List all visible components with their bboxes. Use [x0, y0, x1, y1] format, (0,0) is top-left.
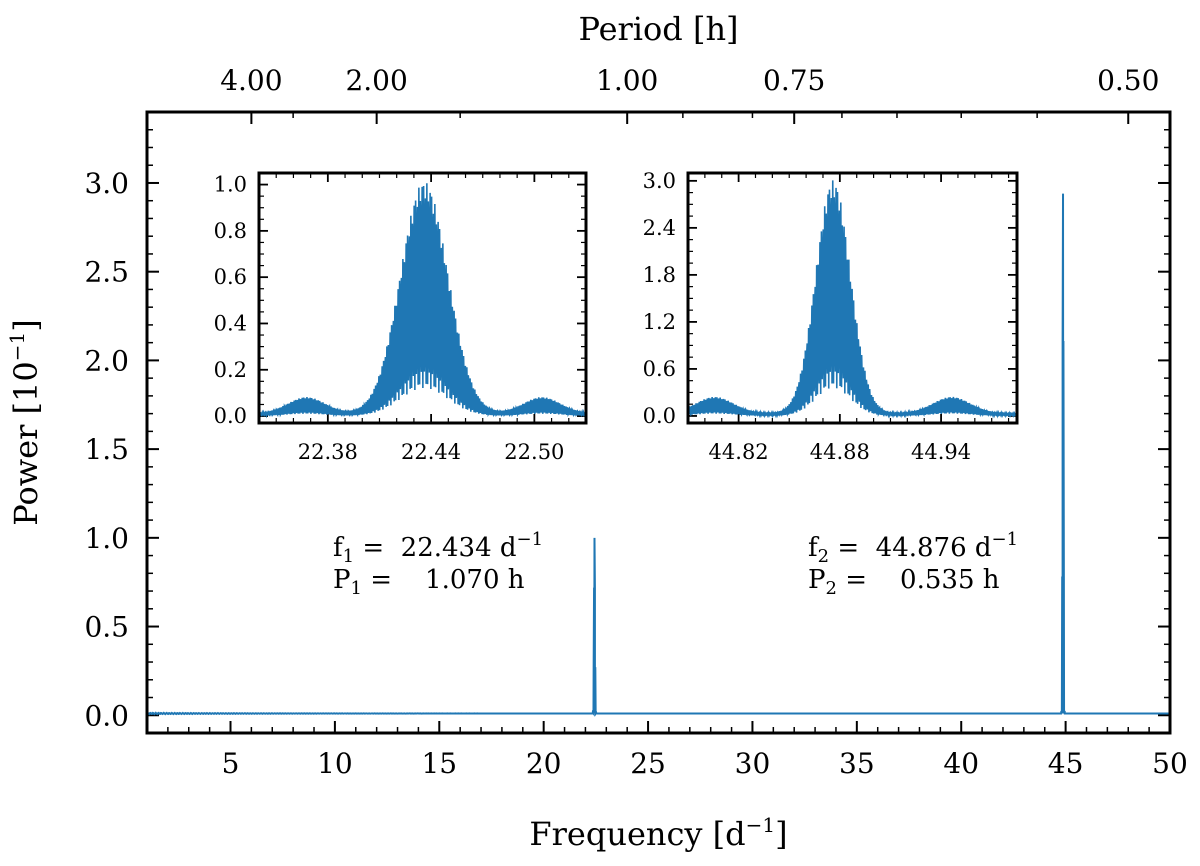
- inset-f1-series: [258, 183, 587, 419]
- y-axis-title-text: Power [10: [7, 361, 45, 526]
- inset-y-tick-label: 2.4: [643, 216, 676, 240]
- inset-y-tick-label: 0.0: [214, 404, 247, 428]
- x-tick-label: 45: [1048, 747, 1084, 780]
- inset-f2-series: [687, 180, 1018, 419]
- inset-y-tick-label: 0.2: [214, 358, 247, 382]
- annotation-f2-symbol: f: [808, 533, 820, 563]
- x-tick-label: 40: [943, 747, 979, 780]
- y-axis-title: Power [10−1]: [5, 319, 45, 525]
- x-axis-title-exponent: −1: [746, 813, 775, 837]
- top-axis-title: Period [h]: [578, 10, 738, 48]
- period-tick-label: 4.00: [220, 64, 282, 97]
- annotation-f2-value: = 44.876 d: [829, 533, 991, 563]
- annotation-p2-symbol: P: [808, 565, 826, 595]
- period-tick-label: 0.50: [1097, 64, 1159, 97]
- annotation-f2-frequency: f2 = 44.876 d−1: [808, 529, 1018, 567]
- inset-f2: 44.82 44.88 44.94 0.0 0.6 1.2 1.8 2.4 3.0: [643, 169, 1019, 464]
- annotation-f1: f1 = 22.434 d−1 P1 = 1.070 h: [333, 529, 543, 599]
- y-tick-label: 0.0: [84, 699, 129, 732]
- annotation-p1-subscript: 1: [351, 578, 362, 599]
- period-tick-label: 0.75: [763, 64, 825, 97]
- inset-y-tick-label: 1.0: [214, 173, 247, 197]
- inset-f2-ticks: 44.82 44.88 44.94 0.0 0.6 1.2 1.8 2.4 3.0: [643, 169, 1017, 464]
- x-tick-label: 50: [1152, 747, 1188, 780]
- inset-x-tick-label: 22.38: [298, 440, 358, 464]
- inset-y-tick-label: 0.0: [643, 404, 676, 428]
- x-tick-label: 10: [317, 747, 353, 780]
- main-plot-frame: [145, 110, 1172, 735]
- inset-x-tick-label: 44.94: [911, 440, 971, 464]
- y-tick-label: 2.0: [84, 344, 129, 377]
- y-axis-title-exponent: −1: [5, 332, 29, 361]
- inset-x-tick-label: 44.82: [709, 440, 769, 464]
- x-axis-title-end: ]: [775, 815, 787, 853]
- x-tick-label: 15: [421, 747, 457, 780]
- annotation-p1-period: P1 = 1.070 h: [333, 565, 525, 599]
- inset-y-tick-label: 1.8: [643, 263, 676, 287]
- annotation-p1-symbol: P: [333, 565, 351, 595]
- x-tick-label: 35: [839, 747, 875, 780]
- annotation-p2-value: = 0.535 h: [837, 565, 1000, 595]
- annotation-f2-subscript: 2: [818, 546, 829, 567]
- main-series: [146, 193, 1170, 718]
- annotation-f2-exponent: −1: [992, 529, 1019, 550]
- annotation-f1-frequency: f1 = 22.434 d−1: [333, 529, 543, 567]
- inset-x-tick-label: 44.88: [810, 440, 870, 464]
- x-tick-label: 25: [630, 747, 666, 780]
- main-ticks: 5 10 15 20 25 30 35 40 45 50 0.0 0.5 1.0 1.5 2.0 2.5 3.0…: [84, 64, 1187, 780]
- x-tick-label: 20: [526, 747, 562, 780]
- y-axis-title-end: ]: [7, 319, 45, 331]
- x-axis-title-text: Frequency [d: [529, 815, 745, 853]
- inset-f2-frame: [686, 171, 1019, 425]
- inset-y-tick-label: 0.6: [643, 357, 676, 381]
- annotation-f1-value: = 22.434 d: [354, 533, 516, 563]
- x-tick-label: 30: [735, 747, 771, 780]
- annotation-p1-value: = 1.070 h: [362, 565, 525, 595]
- inset-y-tick-label: 0.8: [214, 219, 247, 243]
- x-tick-label: 5: [222, 747, 240, 780]
- annotation-p2-period: P2 = 0.535 h: [808, 565, 1000, 599]
- main-axes: 5 10 15 20 25 30 35 40 45 50 0.0 0.5 1.0 1.5 2.0 2.5 3.0…: [84, 64, 1187, 780]
- x-axis-title: Frequency [d−1]: [529, 813, 787, 853]
- annotation-f1-symbol: f: [333, 533, 345, 563]
- y-tick-label: 1.5: [84, 433, 129, 466]
- annotation-f2: f2 = 44.876 d−1 P2 = 0.535 h: [808, 529, 1018, 599]
- annotation-f1-exponent: −1: [517, 529, 544, 550]
- y-tick-label: 3.0: [84, 167, 129, 200]
- annotation-p2-subscript: 2: [826, 578, 837, 599]
- inset-power-line: [687, 180, 1018, 419]
- annotation-f1-subscript: 1: [343, 546, 354, 567]
- power-spectrum-line: [146, 193, 1170, 718]
- y-tick-label: 1.0: [84, 522, 129, 555]
- inset-f1: 22.38 22.44 22.50 0.0 0.2 0.4 0.6 0.8 1.0: [214, 171, 588, 464]
- inset-x-tick-label: 22.50: [504, 440, 564, 464]
- inset-y-tick-label: 3.0: [643, 169, 676, 193]
- inset-x-tick-label: 22.44: [401, 440, 461, 464]
- period-tick-label: 1.00: [596, 64, 658, 97]
- inset-power-line: [258, 183, 587, 419]
- y-tick-label: 2.5: [84, 256, 129, 289]
- inset-f1-frame: [257, 171, 588, 425]
- period-tick-label: 2.00: [345, 64, 407, 97]
- inset-y-tick-label: 1.2: [643, 310, 676, 334]
- y-tick-label: 0.5: [84, 611, 129, 644]
- inset-y-tick-label: 0.6: [214, 265, 247, 289]
- inset-y-tick-label: 0.4: [214, 311, 247, 335]
